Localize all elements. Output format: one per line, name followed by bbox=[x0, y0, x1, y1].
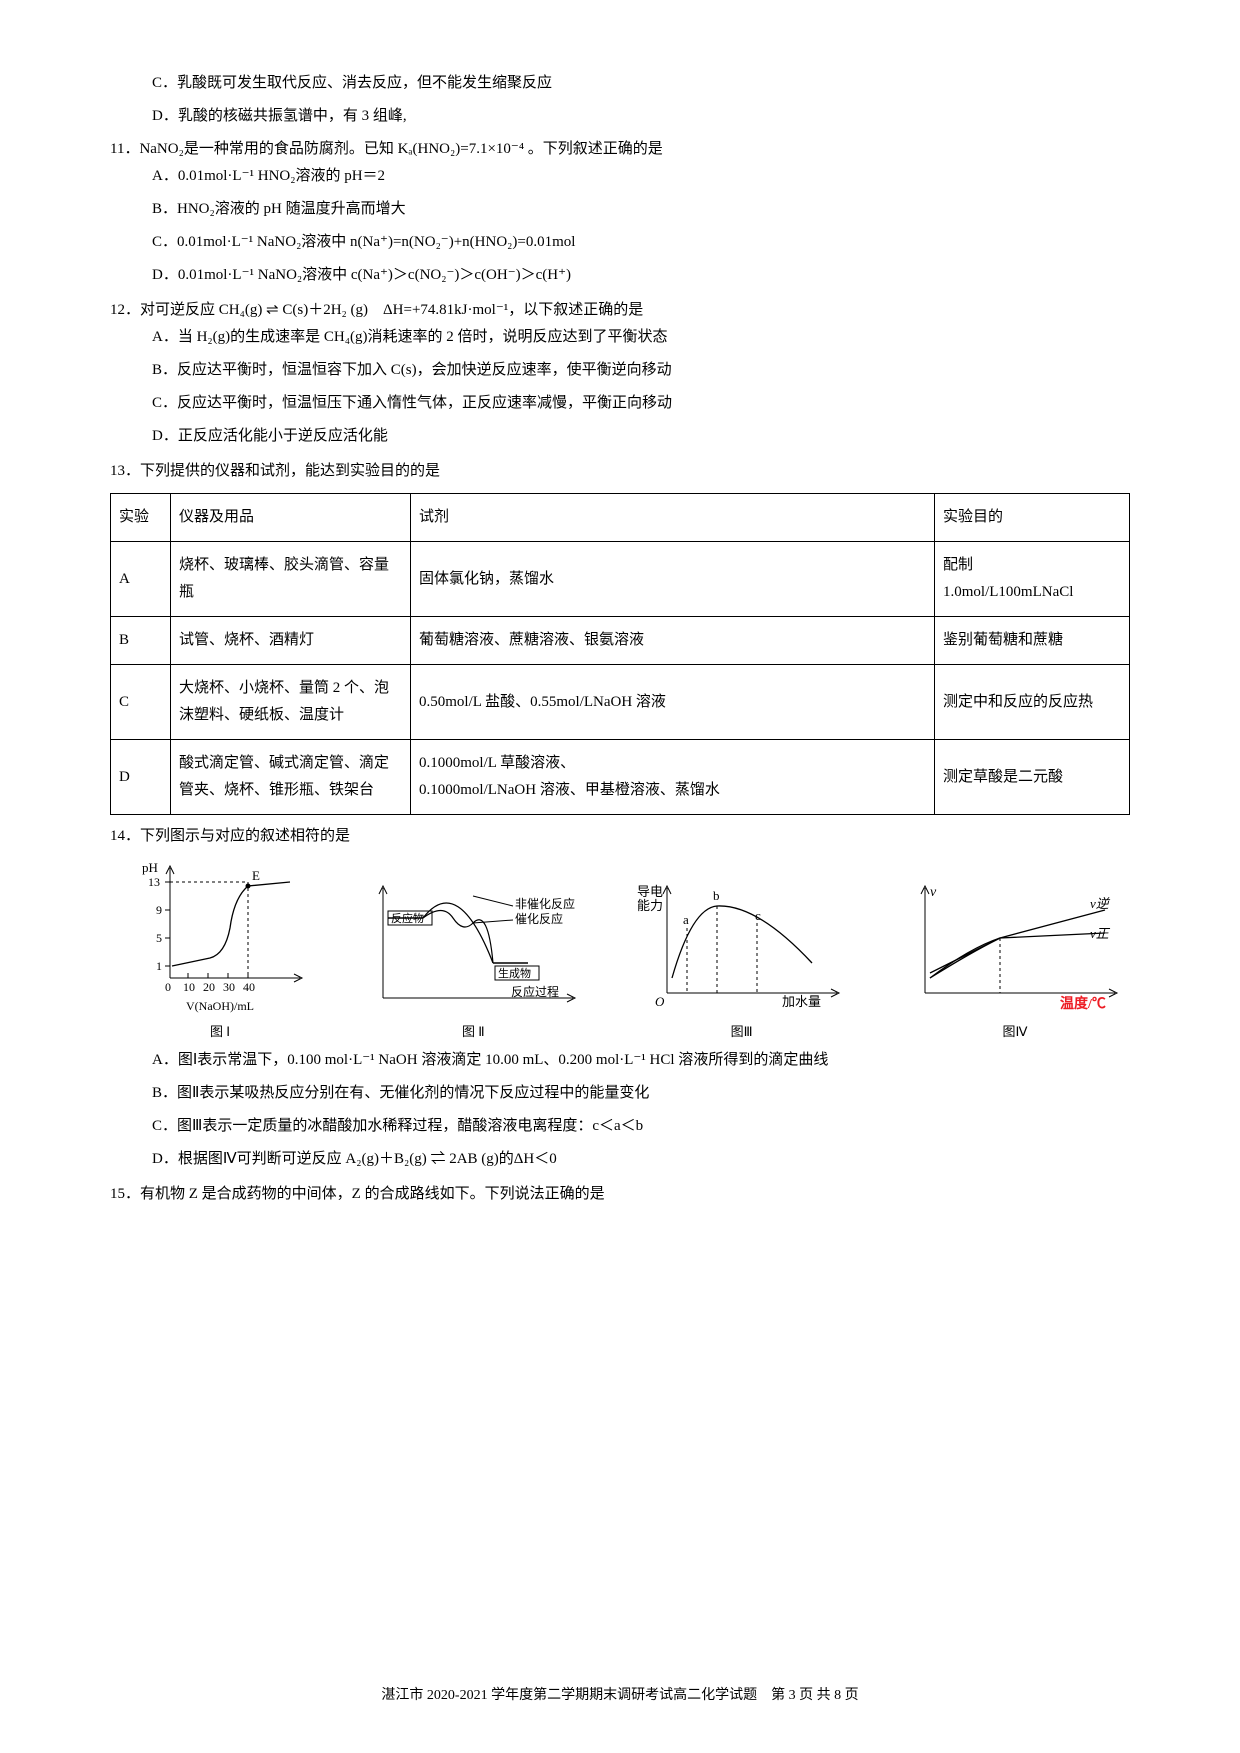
fig1-yt-1: 9 bbox=[156, 903, 162, 917]
table-cell: 0.1000mol/L 草酸溶液、 0.1000mol/LNaOH 溶液、甲基橙… bbox=[411, 740, 935, 815]
fig4-l1: v逆 bbox=[1090, 896, 1111, 911]
table-cell: 试管、烧杯、酒精灯 bbox=[171, 617, 411, 665]
q11: 11．NaNO₂是一种常用的食品防腐剂。已知 Kₐ(HNO₂)=7.1×10⁻⁴… bbox=[110, 136, 1130, 289]
table-cell: 酸式滴定管、碱式滴定管、滴定管夹、烧杯、锥形瓶、铁架台 bbox=[171, 740, 411, 815]
fig2-xlabel: 反应过程 bbox=[511, 984, 559, 999]
q12-option-b: B．反应达平衡时，恒温恒容下加入 C(s)，会加快逆反应速率，使平衡逆向移动 bbox=[110, 357, 1130, 384]
fig3-yl2: 能力 bbox=[637, 898, 663, 913]
q12-stem: 12．对可逆反应 CH₄(g) ⇌ C(s)＋2H₂ (g) ΔH=+74.81… bbox=[110, 297, 1130, 324]
q12: 12．对可逆反应 CH₄(g) ⇌ C(s)＋2H₂ (g) ΔH=+74.81… bbox=[110, 297, 1130, 450]
table-cell: 烧杯、玻璃棒、胶头滴管、容量瓶 bbox=[171, 542, 411, 617]
fig2-l1: 非催化反应 bbox=[515, 896, 575, 911]
q11-option-c: C．0.01mol·L⁻¹ NaNO₂溶液中 n(Na⁺)=n(NO₂⁻)+n(… bbox=[110, 229, 1130, 256]
q11-option-d: D．0.01mol·L⁻¹ NaNO₂溶液中 c(Na⁺)＞c(NO₂⁻)＞c(… bbox=[110, 262, 1130, 289]
q14-option-a: A．图Ⅰ表示常温下，0.100 mol·L⁻¹ NaOH 溶液滴定 10.00 … bbox=[110, 1047, 1130, 1074]
fig1-ylabel: pH bbox=[142, 860, 158, 875]
table-header-row: 实验 仪器及用品 试剂 实验目的 bbox=[111, 494, 1130, 542]
fig1-yt-2: 5 bbox=[156, 931, 162, 945]
fig1-xt-3: 30 bbox=[223, 980, 235, 994]
table-cell: C bbox=[111, 665, 171, 740]
fig3-svg: 导电 能力 O 加水量 a b c bbox=[637, 878, 847, 1018]
q11-option-b: B．HNO₂溶液的 pH 随温度升高而增大 bbox=[110, 196, 1130, 223]
q11-stem: 11．NaNO₂是一种常用的食品防腐剂。已知 Kₐ(HNO₂)=7.1×10⁻⁴… bbox=[110, 136, 1130, 163]
figure-4: v v逆 v正 温度/℃ 图Ⅳ bbox=[900, 878, 1130, 1043]
th-reagent: 试剂 bbox=[411, 494, 935, 542]
fig1-xt-4: 40 bbox=[243, 980, 255, 994]
q15-stem: 15．有机物 Z 是合成药物的中间体，Z 的合成路线如下。下列说法正确的是 bbox=[110, 1181, 1130, 1208]
fig3-yl1: 导电 bbox=[637, 884, 663, 899]
q13: 13．下列提供的仪器和试剂，能达到实验目的的是 实验 仪器及用品 试剂 实验目的… bbox=[110, 458, 1130, 815]
fig2-product: 生成物 bbox=[498, 966, 531, 980]
q10-option-c: C．乳酸既可发生取代反应、消去反应，但不能发生缩聚反应 bbox=[110, 70, 1130, 97]
figures-row: pH 13 9 5 1 0 10 20 30 40 E V(NaOH)/mL 图… bbox=[110, 858, 1130, 1043]
fig1-xt-0: 0 bbox=[165, 980, 171, 994]
fig3-xlabel: 加水量 bbox=[782, 994, 821, 1009]
fig1-pt-e: E bbox=[252, 868, 260, 883]
fig3-origin: O bbox=[655, 994, 665, 1009]
fig3-pb: b bbox=[713, 888, 720, 903]
table-cell: 配制 1.0mol/L100mLNaCl bbox=[935, 542, 1130, 617]
table-row: B试管、烧杯、酒精灯葡萄糖溶液、蔗糖溶液、银氨溶液鉴别葡萄糖和蔗糖 bbox=[111, 617, 1130, 665]
table-cell: 葡萄糖溶液、蔗糖溶液、银氨溶液 bbox=[411, 617, 935, 665]
table-cell: D bbox=[111, 740, 171, 815]
table-cell: B bbox=[111, 617, 171, 665]
fig4-ylabel: v bbox=[930, 885, 937, 900]
fig3-pc: c bbox=[755, 908, 761, 923]
q13-stem: 13．下列提供的仪器和试剂，能达到实验目的的是 bbox=[110, 458, 1130, 485]
table-cell: 鉴别葡萄糖和蔗糖 bbox=[935, 617, 1130, 665]
fig1-caption: 图 Ⅰ bbox=[210, 1020, 230, 1043]
fig4-caption: 图Ⅳ bbox=[1002, 1020, 1027, 1043]
q12-option-d: D．正反应活化能小于逆反应活化能 bbox=[110, 423, 1130, 450]
table-cell: 固体氯化钠，蒸馏水 bbox=[411, 542, 935, 617]
table-cell: A bbox=[111, 542, 171, 617]
figure-2: 反应物 生成物 非催化反应 催化反应 反应过程 图 Ⅱ bbox=[363, 878, 583, 1043]
fig3-caption: 图Ⅲ bbox=[731, 1020, 753, 1043]
exp-table: 实验 仪器及用品 试剂 实验目的 A烧杯、玻璃棒、胶头滴管、容量瓶固体氯化钠，蒸… bbox=[110, 493, 1130, 815]
fig4-l2: v正 bbox=[1090, 926, 1111, 941]
figure-3: 导电 能力 O 加水量 a b c 图Ⅲ bbox=[637, 878, 847, 1043]
fig1-yt-0: 13 bbox=[148, 875, 160, 889]
table-cell: 测定中和反应的反应热 bbox=[935, 665, 1130, 740]
q12-option-a: A．当 H₂(g)的生成速率是 CH₄(g)消耗速率的 2 倍时，说明反应达到了… bbox=[110, 324, 1130, 351]
th-tool: 仪器及用品 bbox=[171, 494, 411, 542]
fig2-svg: 反应物 生成物 非催化反应 催化反应 反应过程 bbox=[363, 878, 583, 1018]
q12-option-c: C．反应达平衡时，恒温恒压下通入惰性气体，正反应速率减慢，平衡正向移动 bbox=[110, 390, 1130, 417]
q14: 14．下列图示与对应的叙述相符的是 pH 13 9 5 1 0 10 20 30… bbox=[110, 823, 1130, 1173]
table-cell: 0.50mol/L 盐酸、0.55mol/LNaOH 溶液 bbox=[411, 665, 935, 740]
fig2-reactant: 反应物 bbox=[391, 911, 424, 925]
table-cell: 大烧杯、小烧杯、量筒 2 个、泡沫塑料、硬纸板、温度计 bbox=[171, 665, 411, 740]
fig1-xlabel: V(NaOH)/mL bbox=[186, 996, 254, 1018]
page-footer: 湛江市 2020-2021 学年度第二学期期末调研考试高二化学试题 第 3 页 … bbox=[0, 1683, 1240, 1708]
q15: 15．有机物 Z 是合成药物的中间体，Z 的合成路线如下。下列说法正确的是 bbox=[110, 1181, 1130, 1208]
q14-option-b: B．图Ⅱ表示某吸热反应分别在有、无催化剂的情况下反应过程中的能量变化 bbox=[110, 1080, 1130, 1107]
th-aim: 实验目的 bbox=[935, 494, 1130, 542]
q11-option-a: A．0.01mol·L⁻¹ HNO₂溶液的 pH＝2 bbox=[110, 163, 1130, 190]
fig2-caption: 图 Ⅱ bbox=[462, 1020, 485, 1043]
fig1-svg: pH 13 9 5 1 0 10 20 30 40 E bbox=[130, 858, 310, 998]
table-row: C大烧杯、小烧杯、量筒 2 个、泡沫塑料、硬纸板、温度计0.50mol/L 盐酸… bbox=[111, 665, 1130, 740]
fig3-pa: a bbox=[683, 912, 689, 927]
table-cell: 测定草酸是二元酸 bbox=[935, 740, 1130, 815]
fig1-yt-3: 1 bbox=[156, 959, 162, 973]
q10-option-d: D．乳酸的核磁共振氢谱中，有 3 组峰, bbox=[110, 103, 1130, 130]
fig4-xlabel: 温度/℃ bbox=[1060, 995, 1106, 1012]
fig1-xt-1: 10 bbox=[183, 980, 195, 994]
fig2-l2: 催化反应 bbox=[515, 911, 563, 926]
table-row: A烧杯、玻璃棒、胶头滴管、容量瓶固体氯化钠，蒸馏水配制 1.0mol/L100m… bbox=[111, 542, 1130, 617]
q10-options: C．乳酸既可发生取代反应、消去反应，但不能发生缩聚反应 D．乳酸的核磁共振氢谱中… bbox=[110, 70, 1130, 130]
table-row: D酸式滴定管、碱式滴定管、滴定管夹、烧杯、锥形瓶、铁架台0.1000mol/L … bbox=[111, 740, 1130, 815]
q14-option-c: C．图Ⅲ表示一定质量的冰醋酸加水稀释过程，醋酸溶液电离程度：c＜a＜b bbox=[110, 1113, 1130, 1140]
q14-stem: 14．下列图示与对应的叙述相符的是 bbox=[110, 823, 1130, 850]
q14-option-d: D．根据图Ⅳ可判断可逆反应 A₂(g)＋B₂(g) ⇌ 2AB (g)的ΔH＜0 bbox=[110, 1146, 1130, 1173]
figure-1: pH 13 9 5 1 0 10 20 30 40 E V(NaOH)/mL 图… bbox=[130, 858, 310, 1043]
fig1-xt-2: 20 bbox=[203, 980, 215, 994]
th-exp: 实验 bbox=[111, 494, 171, 542]
fig4-svg: v v逆 v正 温度/℃ bbox=[900, 878, 1130, 1018]
